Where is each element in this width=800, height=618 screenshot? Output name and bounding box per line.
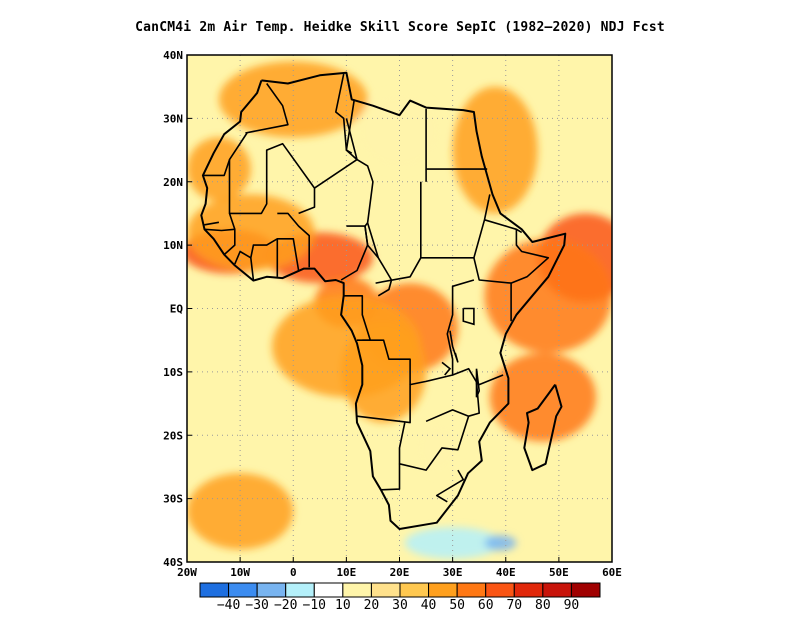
axes: 20W 10W 0 10E 20E 30E 40E 50E 60E 40N 30N 20N 10N EQ 1… [163,49,622,579]
country-border [245,83,289,134]
colorbar-bin [399,582,430,598]
colorbar-label: −10 [303,598,326,613]
country-border [473,229,550,284]
country-border [334,73,358,161]
colorbar-label: 20 [364,598,380,613]
country-border [356,279,475,424]
skill-score-blob [484,535,517,551]
country-border [435,469,465,503]
colorbar-bin [513,582,544,598]
country-border [362,339,411,385]
y-tick-label: 10S [163,366,183,379]
country-border [234,250,252,265]
country-border [314,158,380,259]
x-tick-label: 20E [390,566,410,579]
y-tick-label: 20N [163,176,183,189]
country-border [343,294,372,342]
colorbar-label: 70 [506,598,522,613]
colorbar-bin [313,582,344,598]
country-border [380,463,401,491]
skill-score-blob [484,238,612,353]
colorbar-label: 30 [392,598,408,613]
skill-score-blob [489,352,597,442]
x-tick-label: 0 [290,566,297,579]
skill-score-blob [218,61,368,138]
y-tick-label: 20S [163,429,183,442]
country-border [345,99,356,154]
geographic-outlines [200,71,567,530]
colorbar-label: −40 [217,598,240,613]
colorbar-bin [485,582,515,598]
x-tick-label: 30E [443,566,463,579]
country-border [425,409,469,423]
africa-coastline [200,71,567,530]
y-tick-label: EQ [170,303,184,316]
y-tick-label: 40N [163,49,183,62]
colorbar-bin [542,582,572,598]
country-border [398,367,481,471]
colorbar-label: 80 [535,598,551,613]
x-tick-label: 20W [177,566,197,579]
country-border [277,212,311,268]
y-tick-label: 10N [163,239,183,252]
skill-score-blob [415,422,458,474]
country-border [375,181,422,284]
skill-score-blob [357,93,442,170]
colorbar-bin [342,582,372,598]
colorbar-bin [199,582,230,598]
x-tick-label: 50E [549,566,569,579]
colorbar: −40 −30 −20 −10 10 20 30 40 50 60 70 80 90 [199,582,601,613]
country-border [340,225,369,281]
lake-outline [441,361,452,376]
colorbar-label: 40 [421,598,437,613]
country-border [204,221,220,226]
map-title: CanCM4i 2m Air Temp. Heidke Skill Score … [135,20,665,35]
colorbar-label: 60 [478,598,494,613]
skill-score-blob [404,527,501,559]
y-tick-label: 40S [163,556,183,569]
y-tick-label: 30S [163,493,183,506]
colorbar-bin [428,582,458,598]
colorbar-label: −20 [274,598,297,613]
colorbar-bin [370,582,401,598]
lake-outline [475,368,481,398]
lake-outline [462,307,475,326]
colorbar-label: 50 [449,598,465,613]
y-tick-label: 30N [163,112,183,125]
x-tick-label: 10E [336,566,356,579]
colorbar-label: 90 [564,598,580,613]
madagascar-coastline [523,384,563,472]
x-tick-label: 40E [496,566,516,579]
lake-outline [449,330,459,363]
x-tick-label: 10W [230,566,250,579]
country-border [228,142,316,215]
skill-score-blob [187,473,294,550]
country-border [420,194,491,259]
colorbar-bin [256,582,287,598]
country-border [202,132,248,177]
colorbar-bin [456,582,487,598]
colorbar-bin [570,582,601,598]
skill-score-blob [272,295,421,398]
colorbar-bin [228,582,258,598]
x-tick-label: 60E [602,566,622,579]
skill-score-blob [452,86,538,214]
colorbar-label: 10 [335,598,351,613]
skill-score-blob [187,137,251,201]
colorbar-label: −30 [245,598,268,613]
colorbar-bin [285,582,315,598]
country-border [228,213,236,230]
